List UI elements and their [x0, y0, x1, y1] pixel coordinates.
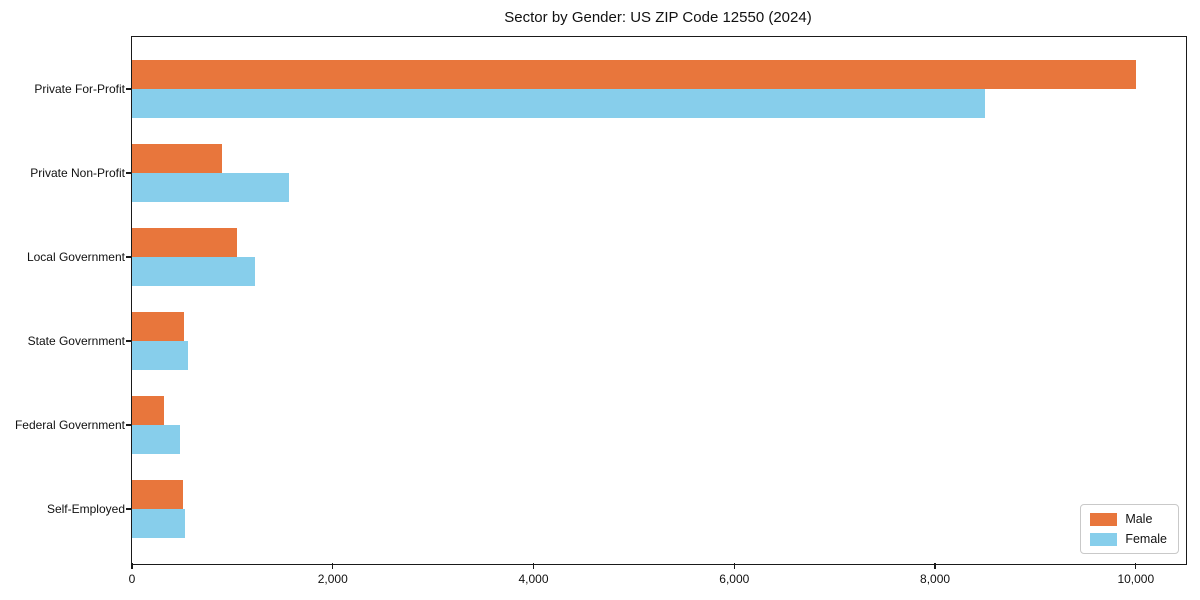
chart-title: Sector by Gender: US ZIP Code 12550 (202… [504, 9, 812, 26]
x-tick-mark [1135, 563, 1137, 569]
y-tick-label: State Government [27, 334, 125, 348]
y-tick-mark [125, 88, 131, 90]
legend-swatch-female [1090, 532, 1118, 546]
legend-swatch-male [1090, 512, 1118, 526]
bar-female-3 [132, 341, 189, 370]
y-tick-mark [125, 508, 131, 510]
x-tick-mark [131, 563, 133, 569]
y-tick-label: Local Government [26, 250, 125, 264]
bar-female-2 [132, 257, 255, 286]
x-tick-label: 10,000 [1117, 572, 1155, 586]
legend: Male Female [1080, 504, 1179, 554]
bar-male-4 [132, 396, 165, 425]
y-tick-mark [125, 424, 131, 426]
legend-item-male: Male [1090, 512, 1167, 526]
x-tick-label: 2,000 [317, 572, 348, 586]
bar-female-0 [132, 89, 986, 118]
bar-female-5 [132, 509, 186, 538]
x-tick-mark [532, 563, 535, 569]
y-tick-label: Federal Government [14, 418, 125, 432]
x-tick-label: 8,000 [920, 572, 951, 586]
bar-female-4 [132, 425, 181, 454]
y-tick-label: Self-Employed [46, 502, 125, 516]
bar-male-0 [132, 60, 1136, 89]
bar-male-3 [132, 312, 185, 341]
legend-label: Female [1125, 532, 1167, 546]
plot-area: Male Female Private For-Profit Private Non… [15, 36, 1187, 586]
bar-male-5 [132, 480, 184, 509]
legend-label: Male [1125, 512, 1153, 526]
x-tick-label: 6,000 [719, 572, 750, 586]
y-tick-mark [125, 256, 131, 258]
x-tick-label: 4,000 [518, 572, 549, 586]
y-tick-label: Private For-Profit [34, 82, 125, 96]
x-tick-mark [733, 563, 735, 569]
y-tick-label: Private Non-Profit [30, 166, 125, 180]
legend-item-female: Female [1090, 532, 1167, 546]
bar-male-1 [132, 144, 223, 173]
bar-female-1 [132, 173, 289, 202]
x-tick-mark [934, 563, 936, 569]
y-tick-mark [125, 172, 131, 174]
x-tick-mark [332, 563, 334, 569]
x-tick-label: 0 [128, 572, 136, 586]
bar-male-2 [132, 228, 238, 257]
y-tick-mark [125, 340, 131, 342]
